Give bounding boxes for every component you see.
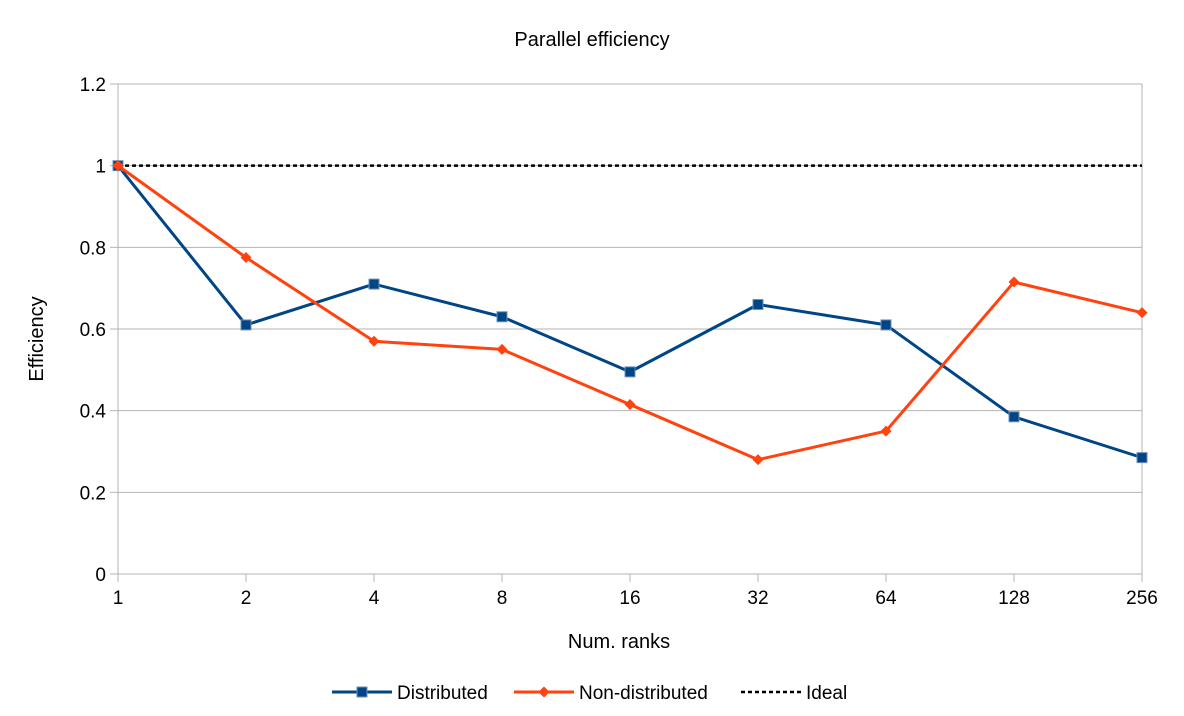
x-tick-label: 16: [619, 588, 640, 609]
data-point-distributed: [496, 311, 508, 323]
x-tick-labels: 1 2 4 8 16 32 64 128 256: [113, 588, 1158, 609]
data-point-distributed: [1008, 411, 1020, 423]
legend-marker-distributed: [356, 686, 368, 698]
legend-marker-non-distributed: [538, 686, 550, 698]
x-axis-label: Num. ranks: [568, 631, 670, 653]
data-point-distributed: [624, 366, 636, 378]
data-point-non-distributed: [752, 454, 764, 466]
legend-item-ideal: Ideal: [741, 683, 847, 704]
x-tick-label: 32: [747, 588, 768, 609]
data-point-non-distributed: [880, 425, 892, 437]
legend-label-ideal: Ideal: [806, 683, 847, 704]
legend-item-non-distributed: Non-distributed: [514, 683, 708, 704]
x-tick-label: 4: [369, 588, 380, 609]
series-line-non-distributed: [117, 164, 1143, 462]
data-point-non-distributed: [112, 160, 124, 172]
x-tick-label: 2: [241, 588, 252, 609]
y-tick-label: 0.8: [80, 238, 106, 259]
legend-label-distributed: Distributed: [397, 683, 488, 704]
x-tick-label: 1: [113, 588, 124, 609]
legend-label-non-distributed: Non-distributed: [579, 683, 708, 704]
data-point-non-distributed: [1136, 307, 1148, 319]
gridlines: [118, 83, 1143, 574]
x-tick-label: 64: [875, 588, 897, 609]
data-point-distributed: [368, 278, 380, 290]
y-tick-label: 0.6: [80, 320, 106, 341]
y-tick-label: 1: [95, 157, 106, 178]
data-point-non-distributed: [1008, 276, 1020, 288]
y-tick-label: 0.2: [80, 483, 106, 504]
data-point-distributed: [880, 319, 892, 331]
data-point-non-distributed: [368, 335, 380, 347]
x-tick-label: 128: [998, 588, 1030, 609]
data-point-distributed: [240, 319, 252, 331]
axes: [110, 83, 1143, 582]
x-tick-label: 256: [1126, 588, 1158, 609]
y-tick-label: 0: [95, 565, 106, 586]
chart-title: Parallel efficiency: [514, 29, 669, 51]
legend-item-distributed: Distributed: [332, 683, 488, 704]
series-distributed: [112, 160, 1148, 464]
y-axis-label: Efficiency: [26, 296, 48, 381]
data-point-distributed: [1136, 452, 1148, 464]
data-point-distributed: [752, 299, 764, 310]
y-tick-label: 1.2: [80, 75, 106, 96]
series-layer: [112, 160, 1148, 466]
data-point-non-distributed: [624, 399, 636, 411]
data-point-non-distributed: [240, 252, 252, 264]
y-tick-labels: 0 0.2 0.4 0.6 0.8 1 1.2: [80, 75, 107, 586]
series-non-distributed: [112, 160, 1148, 466]
y-tick-label: 0.4: [80, 402, 107, 423]
legend: Distributed Non-distributed Ideal: [332, 683, 847, 704]
data-point-non-distributed: [496, 343, 508, 355]
x-tick-label: 8: [497, 588, 508, 609]
